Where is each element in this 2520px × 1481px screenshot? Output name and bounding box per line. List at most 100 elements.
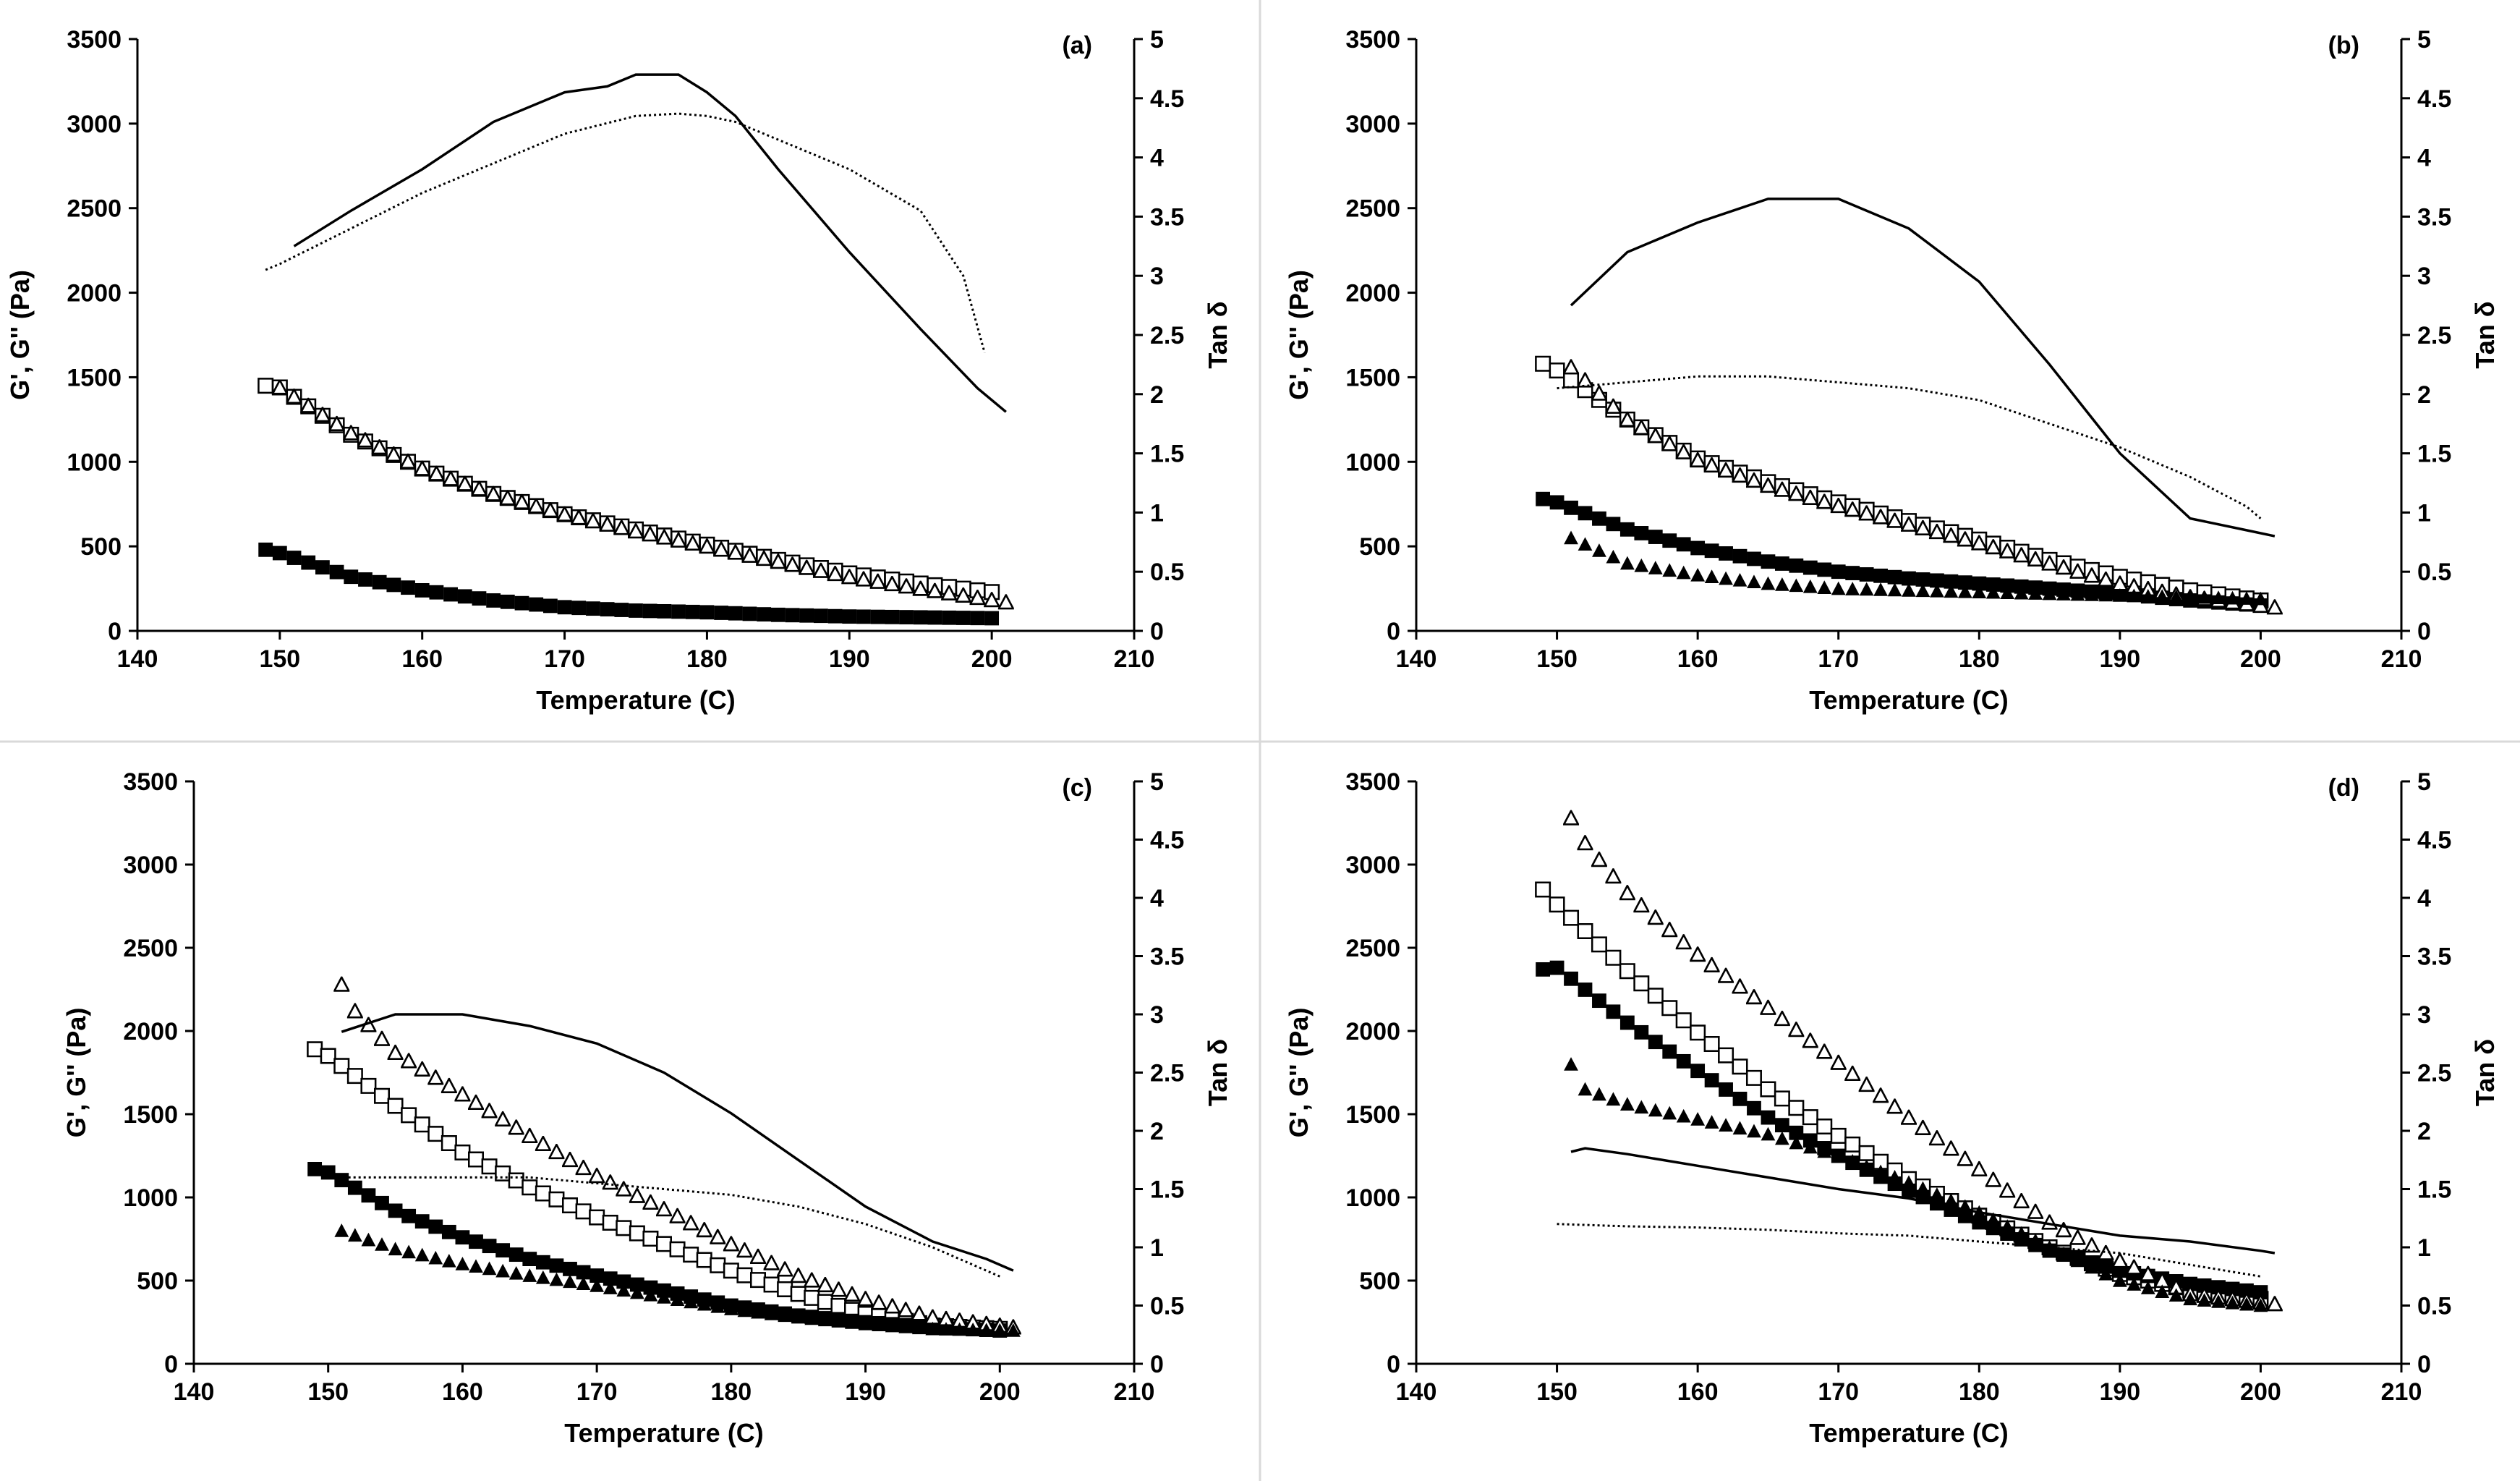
open-square-marker bbox=[830, 1297, 847, 1314]
filled-square-marker bbox=[942, 610, 956, 625]
open-square-marker bbox=[575, 1203, 592, 1220]
filled-square-marker bbox=[1747, 1100, 1761, 1116]
x-tick-label: 140 bbox=[1396, 1378, 1437, 1406]
filled-square-marker bbox=[286, 551, 302, 565]
filled-square-marker bbox=[842, 609, 857, 624]
open-square-marker bbox=[387, 1098, 404, 1114]
open-square-marker bbox=[481, 1158, 498, 1175]
x-tick-label: 140 bbox=[174, 1378, 215, 1406]
y2-tick-label: 4.5 bbox=[1150, 827, 1184, 854]
filled-square-marker bbox=[1732, 548, 1748, 564]
y2-axis-title: Tan δ bbox=[2470, 301, 2500, 368]
open-square-marker bbox=[1802, 1109, 1818, 1126]
open-square-marker bbox=[616, 1220, 632, 1236]
x-tick-label: 170 bbox=[576, 1378, 618, 1406]
filled-square-marker bbox=[1592, 993, 1606, 1009]
filled-square-marker bbox=[307, 1162, 323, 1176]
filled-square-marker bbox=[272, 546, 287, 561]
filled-square-marker bbox=[728, 606, 743, 621]
open-square-marker bbox=[1816, 1119, 1833, 1135]
filled-square-marker bbox=[685, 604, 700, 619]
x-tick-label: 190 bbox=[829, 645, 870, 673]
open-square-marker bbox=[1619, 963, 1635, 980]
x-tick-label: 160 bbox=[442, 1378, 483, 1406]
filled-square-marker bbox=[482, 1239, 497, 1254]
filled-square-marker bbox=[970, 611, 985, 626]
filled-square-marker bbox=[899, 610, 914, 624]
open-square-marker bbox=[710, 1257, 726, 1273]
open-square-marker bbox=[683, 1247, 699, 1263]
y-tick-label: 1500 bbox=[67, 364, 122, 391]
filled-square-marker bbox=[856, 609, 871, 624]
y2-tick-label: 4 bbox=[2417, 145, 2431, 172]
filled-square-marker bbox=[535, 1255, 550, 1270]
y2-tick-label: 3 bbox=[1150, 263, 1164, 290]
filled-square-marker bbox=[742, 606, 757, 621]
filled-square-marker bbox=[1802, 560, 1818, 575]
chart-panel: 140 150 160 170 180 190 200 2100500100015002000… bbox=[61, 768, 1233, 1448]
open-square-marker bbox=[346, 1068, 363, 1085]
x-tick-label: 180 bbox=[1959, 1378, 2000, 1406]
panel-label: (a) bbox=[1062, 32, 1092, 59]
tan-delta-dotted-line bbox=[328, 1176, 1000, 1278]
open-square-marker bbox=[804, 1289, 820, 1306]
tan-delta-dotted-line bbox=[1557, 375, 2262, 519]
y2-tick-label: 4.5 bbox=[2417, 85, 2451, 113]
x-tick-label: 210 bbox=[2381, 1378, 2422, 1406]
filled-square-marker bbox=[329, 564, 344, 580]
open-square-marker bbox=[696, 1252, 712, 1268]
filled-square-marker bbox=[1789, 558, 1804, 573]
y-tick-label: 2500 bbox=[123, 935, 178, 962]
y2-tick-label: 1 bbox=[1150, 1234, 1164, 1262]
open-square-marker bbox=[1535, 355, 1551, 372]
filled-square-marker bbox=[1536, 962, 1551, 977]
filled-square-marker bbox=[386, 577, 401, 593]
y2-tick-label: 0.5 bbox=[1150, 1293, 1184, 1320]
y2-tick-label: 4 bbox=[1150, 885, 1164, 912]
x-axis-title: Temperature (C) bbox=[564, 1418, 763, 1448]
open-square-marker bbox=[602, 1214, 618, 1231]
y-axis-title: G', G'' (Pa) bbox=[1284, 1008, 1314, 1138]
x-tick-label: 180 bbox=[686, 645, 728, 673]
open-square-marker bbox=[723, 1263, 739, 1279]
open-square-marker bbox=[440, 1135, 457, 1152]
y2-tick-label: 2 bbox=[2417, 381, 2431, 409]
filled-square-marker bbox=[1619, 522, 1635, 537]
filled-square-marker bbox=[814, 608, 828, 624]
filled-square-marker bbox=[361, 1188, 376, 1203]
filled-square-marker bbox=[913, 610, 928, 625]
filled-square-marker bbox=[1549, 960, 1565, 975]
y2-axis-title: Tan δ bbox=[1203, 1039, 1233, 1106]
filled-square-marker bbox=[870, 609, 885, 624]
open-square-marker bbox=[777, 1281, 793, 1297]
y-axis-title: G', G'' (Pa) bbox=[5, 270, 35, 400]
y-tick-label: 2000 bbox=[67, 280, 122, 307]
filled-square-marker bbox=[1564, 971, 1578, 986]
filled-square-marker bbox=[1619, 1015, 1635, 1030]
y-tick-label: 2000 bbox=[1345, 1018, 1400, 1045]
filled-square-marker bbox=[571, 601, 587, 616]
filled-square-marker bbox=[557, 600, 572, 615]
filled-square-marker bbox=[1831, 564, 1846, 580]
y2-tick-label: 5 bbox=[1150, 26, 1164, 54]
y2-tick-label: 5 bbox=[1150, 768, 1164, 796]
open-square-marker bbox=[1535, 881, 1551, 898]
tan-delta-solid-line bbox=[1570, 198, 2276, 538]
x-tick-label: 180 bbox=[1959, 645, 2000, 673]
y2-axis-title: Tan δ bbox=[1203, 301, 1233, 368]
x-tick-label: 200 bbox=[979, 1378, 1021, 1406]
filled-square-marker bbox=[315, 560, 330, 575]
filled-square-marker bbox=[429, 585, 444, 600]
open-square-marker bbox=[1675, 1012, 1692, 1029]
y-tick-label: 2000 bbox=[123, 1018, 178, 1045]
open-square-marker bbox=[790, 1286, 806, 1302]
y2-tick-label: 1.5 bbox=[1150, 1176, 1184, 1204]
y2-axis-title: Tan δ bbox=[2470, 1039, 2500, 1106]
y2-tick-label: 0 bbox=[2417, 1351, 2431, 1378]
filled-square-marker bbox=[401, 1208, 417, 1223]
y-tick-label: 3000 bbox=[123, 852, 178, 879]
filled-square-marker bbox=[1704, 543, 1719, 559]
open-square-marker bbox=[454, 1144, 471, 1160]
filled-square-marker bbox=[508, 1247, 524, 1263]
filled-square-marker bbox=[671, 604, 686, 619]
